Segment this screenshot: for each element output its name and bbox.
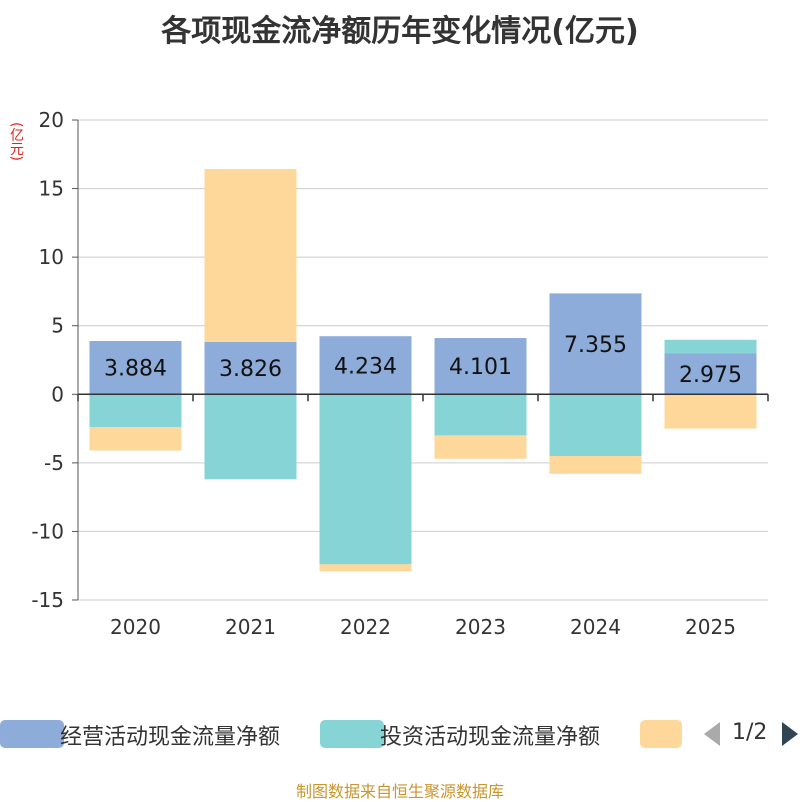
x-tick-label-2020: 2020	[110, 615, 161, 639]
bar-series-2-2025	[664, 394, 757, 429]
y-tick-label: 20	[39, 108, 64, 132]
bar-series-0-2025	[664, 353, 757, 395]
y-axis-unit-label: (亿元)	[8, 122, 24, 161]
x-tick-label-2023: 2023	[455, 615, 506, 639]
legend-swatch-financing	[640, 720, 682, 748]
y-tick-label: 15	[39, 177, 64, 201]
y-tick-label: -5	[44, 451, 64, 475]
source-note: 制图数据来自恒生聚源数据库	[295, 782, 504, 801]
data-label-2020: 3.884	[104, 357, 167, 382]
bar-series-2-2024	[549, 456, 642, 474]
bar-series-1-2025	[664, 339, 757, 354]
bar-series-1-2024	[549, 394, 642, 456]
x-tick-label-2021: 2021	[225, 615, 276, 639]
bar-series-1-2021	[204, 394, 297, 480]
prev-page-icon[interactable]	[702, 718, 722, 750]
y-tick-label: 10	[39, 245, 64, 269]
bar-series-0-2022	[319, 336, 412, 395]
y-tick-label: 5	[51, 314, 64, 338]
bar-series-2-2023	[434, 435, 527, 459]
next-page-icon[interactable]	[780, 718, 800, 750]
data-label-2025: 2.975	[679, 363, 742, 388]
x-tick-label-2025: 2025	[685, 615, 736, 639]
bar-series-0-2020	[89, 341, 182, 395]
legend-label-operating: 经营活动现金流量净额	[60, 725, 281, 750]
data-label-2024: 7.355	[564, 333, 627, 358]
bar-series-2-2020	[89, 427, 182, 451]
x-tick-label-2022: 2022	[340, 615, 391, 639]
bar-series-0-2023	[434, 338, 527, 395]
data-label-2021: 3.826	[219, 357, 282, 382]
legend-swatch-operating	[0, 720, 64, 748]
bar-series-2-2022	[319, 564, 412, 572]
y-tick-label: -10	[31, 519, 64, 543]
bar-series-2-2021	[204, 169, 297, 342]
data-label-2023: 4.101	[449, 355, 512, 380]
bar-series-1-2023	[434, 394, 527, 436]
bar-series-0-2021	[204, 341, 297, 395]
y-tick-label: -15	[31, 588, 64, 612]
legend-page-indicator: 1/2	[732, 720, 768, 745]
legend-pager: 1/2	[702, 718, 800, 750]
chart-title: 各项现金流净额历年变化情况(亿元)	[161, 14, 639, 49]
legend-label-investing: 投资活动现金流量净额	[380, 725, 601, 750]
bar-series-0-2024	[549, 293, 642, 395]
bar-series-1-2020	[89, 394, 182, 428]
bar-series-1-2022	[319, 394, 412, 565]
y-tick-label: 0	[51, 382, 64, 406]
legend: 经营活动现金流量净额 投资活动现金流量净额 1/2	[0, 716, 800, 752]
legend-swatch-investing	[320, 720, 384, 748]
data-label-2022: 4.234	[334, 354, 397, 379]
x-tick-label-2024: 2024	[570, 615, 621, 639]
